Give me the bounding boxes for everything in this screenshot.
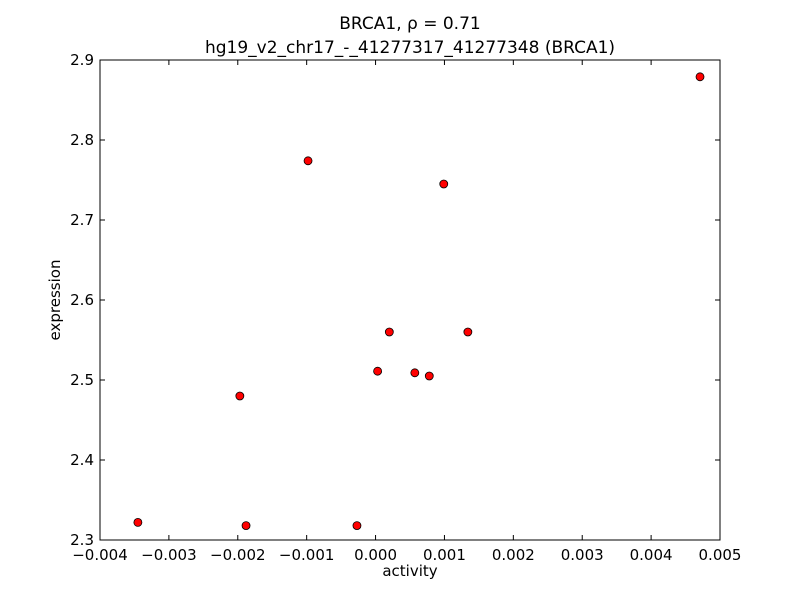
x-tick-label: 0.000 [354,546,397,564]
data-point [303,156,313,166]
x-tick-label: 0.002 [492,546,535,564]
y-tick-label: 2.9 [70,51,94,69]
data-point [410,368,420,378]
y-tick-label: 2.8 [70,131,94,149]
x-tick-label: −0.004 [72,546,128,564]
y-axis-label: expression [46,260,64,341]
data-point [424,371,434,381]
data-point [235,391,245,401]
data-point [463,327,473,337]
x-tick-label: 0.004 [630,546,673,564]
x-tick-label: 0.001 [423,546,466,564]
y-tick-label: 2.5 [70,371,94,389]
x-tick-label: 0.005 [699,546,742,564]
data-point [241,521,251,530]
x-tick-label: −0.002 [210,546,266,564]
x-tick-label: 0.003 [561,546,604,564]
data-point [352,521,362,530]
x-tick-label: −0.003 [141,546,197,564]
data-point [695,72,705,82]
y-tick-label: 2.7 [70,211,94,229]
data-point [133,518,143,527]
data-point [439,179,449,189]
data-point [373,366,383,376]
x-axis-label: activity [382,562,437,580]
y-tick-label: 2.4 [70,451,94,469]
y-tick-label: 2.3 [70,531,94,549]
chart-title-line1: BRCA1, ρ = 0.71 [339,14,480,34]
data-point [384,327,394,337]
y-tick-label: 2.6 [70,291,94,309]
x-tick-label: −0.001 [279,546,335,564]
chart-title-line2: hg19_v2_chr17_-_41277317_41277348 (BRCA1… [205,38,615,58]
plot-frame [99,59,721,541]
plot-area: −0.004 −0.003 −0.002 −0.001 0.000 0.001 0.002 0… [70,51,741,564]
